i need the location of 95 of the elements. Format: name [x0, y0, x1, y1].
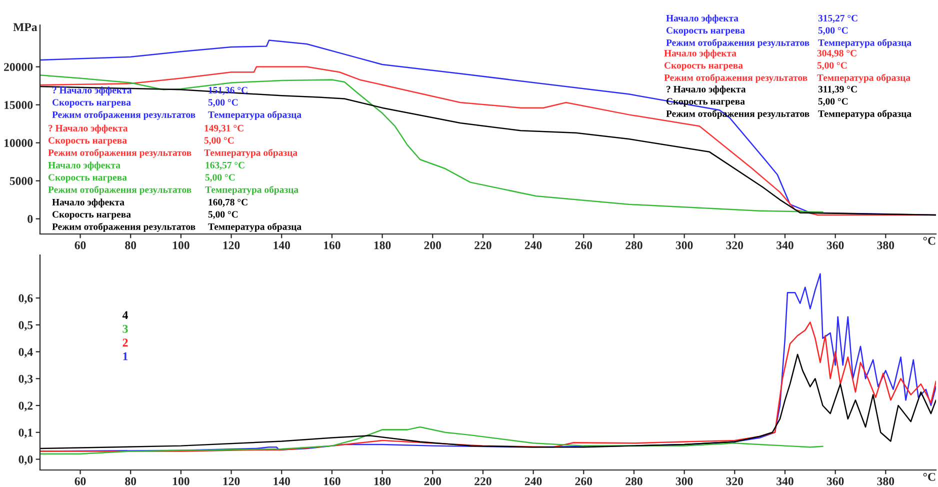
annotation: Температура образца [205, 186, 298, 195]
annotation: ? Начало эффекта [48, 124, 128, 134]
x-tick-label: 160 [324, 241, 340, 250]
x-tick-label: 60 [74, 477, 86, 486]
annotation: Скорость нагрева [48, 137, 127, 146]
x-tick-label: 120 [223, 477, 240, 486]
y-tick-label: 10000 [4, 139, 33, 148]
annotation: ? Начало эффекта [666, 86, 746, 94]
y-tick-label: 0,1 [18, 428, 32, 438]
annotation: Скорость нагрева [666, 27, 745, 36]
annotation: Режим отображения результатов [48, 148, 192, 158]
annotation: Начало эффекта [664, 50, 736, 58]
annotation: 304,98 °C [817, 50, 856, 58]
x-tick-label: 360 [826, 241, 844, 250]
annotation: Начало эффекта [52, 198, 124, 208]
annotation: 5,00 °C [208, 211, 238, 220]
annotation: Скорость нагрева [52, 211, 131, 220]
x-tick-label: 260 [575, 241, 592, 250]
annotation: ? Начало эффекта [52, 86, 132, 96]
x-tick-label: 200 [424, 241, 442, 250]
x-tick-label: 240 [524, 477, 542, 486]
annotation: Скорость нагрева [48, 174, 127, 183]
text: 315,27 °C [818, 14, 858, 23]
line-series [40, 426, 824, 454]
x-tick-label: 380 [877, 241, 894, 250]
annotation: Режим отображения результатов [664, 74, 808, 83]
annotation: Скорость нагрева [664, 62, 743, 71]
annotation: 5,00 °C [818, 98, 848, 106]
annotation: Температура образца [208, 222, 302, 232]
x-tick-label: 200 [424, 477, 442, 486]
x-tick-label: 220 [474, 241, 492, 250]
y-tick-label: 15000 [4, 101, 33, 110]
x-tick-label: 340 [776, 477, 794, 486]
y-tick-label: 0,5 [18, 321, 33, 331]
x-tick-label: 340 [776, 241, 794, 250]
y-tick-label: 5000 [10, 177, 33, 186]
x-tick-label: 140 [274, 241, 290, 250]
text: Начало эффекта [666, 14, 738, 24]
x-axis-title: °C [923, 236, 936, 245]
annotation: Температура образца [818, 38, 912, 48]
annotation: Режим отображения результатов [48, 186, 192, 195]
y-tick-label: 20000 [4, 63, 33, 72]
annotation: Режим отображения результатов [666, 38, 810, 48]
text: 2 [122, 338, 128, 346]
annotation: Температура образца [817, 74, 910, 83]
x-tick-label: 220 [474, 477, 492, 486]
x-tick-label: 280 [626, 241, 642, 250]
annotation: Температура образца [204, 148, 298, 158]
x-tick-label: 300 [676, 241, 693, 250]
y-tick-label: 0,2 [18, 402, 33, 412]
x-tick-label: 360 [826, 477, 844, 486]
x-axis-title: °C [923, 472, 936, 481]
y-tick-label: 0 [28, 215, 33, 224]
x-tick-label: 100 [173, 241, 190, 250]
annotation: Скорость нагрева [52, 99, 131, 108]
annotation: 149,31 °C [204, 124, 244, 133]
annotation: 311,39 °C [818, 86, 857, 94]
x-tick-label: 320 [726, 241, 744, 250]
annotation: 5,00 °C [205, 174, 235, 182]
text: 3 [122, 324, 128, 333]
x-tick-label: 380 [877, 477, 894, 486]
annotation: 5,00 °C [208, 99, 238, 108]
text: 1 [123, 352, 128, 360]
x-tick-label: 320 [726, 477, 744, 486]
annotation: 5,00 °C [204, 137, 234, 146]
x-tick-label: 300 [676, 477, 693, 486]
y-tick-label: 0,3 [18, 374, 33, 385]
annotation: Режим отображения результатов [52, 110, 196, 120]
annotation: 163,57 °C [206, 162, 244, 170]
text: 4 [122, 311, 128, 319]
x-tick-label: 180 [374, 241, 391, 250]
annotation: Температура образца [818, 110, 912, 119]
annotation: 5,00 °C [817, 62, 847, 70]
y-axis-title: MPa [13, 23, 38, 32]
annotation: Температура образца [208, 110, 302, 120]
x-tick-label: 160 [324, 477, 340, 486]
x-tick-label: 120 [223, 241, 240, 250]
line-series [40, 354, 936, 450]
x-tick-label: 240 [524, 241, 542, 250]
annotation: Начало эффекта [48, 162, 120, 170]
x-tick-label: 100 [173, 477, 190, 486]
line-series [40, 322, 936, 452]
x-tick-label: 140 [274, 477, 290, 486]
x-tick-label: 80 [125, 477, 136, 486]
x-tick-label: 280 [626, 477, 642, 486]
annotation: Режим отображения результатов [52, 222, 196, 232]
annotation: 5,00 °C [818, 27, 848, 36]
x-tick-label: 260 [575, 477, 592, 486]
y-tick-label: 0,4 [18, 348, 33, 358]
annotation: 160,78 °C [208, 198, 248, 207]
y-tick-label: 0,6 [18, 294, 33, 304]
y-tick-label: 0,0 [18, 455, 33, 466]
x-tick-label: 180 [374, 477, 391, 486]
x-tick-label: 60 [74, 241, 86, 250]
x-tick-label: 80 [125, 241, 136, 250]
